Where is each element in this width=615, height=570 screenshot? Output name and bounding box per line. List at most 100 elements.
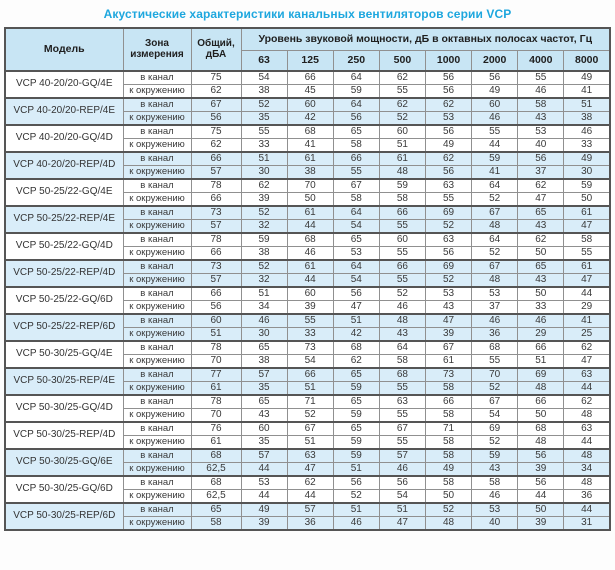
band-value: 55 <box>378 435 427 450</box>
band-value: 44 <box>471 138 519 153</box>
band-value: 56 <box>424 124 473 139</box>
column-header-octave-bands: Уровень звуковой мощности, дБ в октавных… <box>240 27 611 51</box>
band-value: 51 <box>332 462 380 477</box>
zone-label: к окружению <box>122 300 192 315</box>
band-value: 64 <box>378 340 427 355</box>
band-value: 56 <box>424 70 473 85</box>
band-value: 47 <box>563 273 611 288</box>
band-value: 64 <box>332 205 380 220</box>
band-value: 32 <box>240 273 288 288</box>
band-value: 33 <box>240 138 288 153</box>
band-value: 52 <box>240 259 288 274</box>
total-dba-value: 70 <box>190 408 242 423</box>
total-dba-value: 77 <box>190 367 242 382</box>
band-value: 55 <box>471 124 519 139</box>
band-value: 47 <box>563 354 611 369</box>
total-dba-value: 70 <box>190 354 242 369</box>
total-dba-value: 57 <box>190 165 242 180</box>
band-value: 33 <box>517 300 565 315</box>
band-value: 51 <box>332 313 380 328</box>
band-value: 33 <box>563 138 611 153</box>
band-value: 60 <box>378 124 427 139</box>
band-value: 59 <box>332 448 380 463</box>
band-value: 48 <box>471 273 519 288</box>
band-value: 69 <box>424 259 473 274</box>
band-value: 62 <box>332 354 380 369</box>
band-value: 36 <box>471 327 519 342</box>
zone-label: в канал <box>122 151 192 166</box>
model-name: VCP 50-30/25-GQ/6D <box>4 475 124 504</box>
band-value: 60 <box>378 232 427 247</box>
band-value: 44 <box>286 219 334 234</box>
band-value: 58 <box>332 192 380 207</box>
band-value: 49 <box>471 84 519 99</box>
band-value: 57 <box>240 367 288 382</box>
band-value: 51 <box>286 435 334 450</box>
band-value: 48 <box>563 408 611 423</box>
band-value: 55 <box>517 70 565 85</box>
band-value: 52 <box>286 408 334 423</box>
table-row: VCP 40-20/20-GQ/4D в канал 75 55 68 65 60 56 55 5… <box>4 124 611 153</box>
table-header: Модель Зона измерения Общий, дБА Уровень… <box>4 27 611 72</box>
band-value: 63 <box>563 367 611 382</box>
band-value: 52 <box>378 111 427 126</box>
band-value: 48 <box>378 165 427 180</box>
band-value: 61 <box>286 151 334 166</box>
band-value: 56 <box>424 165 473 180</box>
model-name: VCP 50-25/22-GQ/4D <box>4 232 124 261</box>
band-value: 56 <box>517 448 565 463</box>
band-value: 52 <box>471 246 519 261</box>
total-dba-value: 78 <box>190 394 242 409</box>
band-value: 59 <box>240 232 288 247</box>
band-value: 55 <box>471 354 519 369</box>
zone-label: в канал <box>122 70 192 85</box>
column-header-total-dba: Общий, дБА <box>190 27 242 72</box>
band-value: 35 <box>240 435 288 450</box>
band-value: 52 <box>240 97 288 112</box>
band-value: 44 <box>563 502 611 517</box>
band-value: 41 <box>286 138 334 153</box>
band-value: 68 <box>286 124 334 139</box>
band-value: 64 <box>471 232 519 247</box>
band-value: 71 <box>286 394 334 409</box>
band-value: 30 <box>240 327 288 342</box>
table-row: к окружению 56 35 42 56 52 53 46 43 38 <box>5 111 611 126</box>
table-row: VCP 50-25/22-GQ/4D в канал 78 59 68 65 60 63 64 6… <box>4 232 611 261</box>
band-value: 46 <box>517 84 565 99</box>
band-value: 63 <box>286 448 334 463</box>
band-value: 63 <box>378 394 427 409</box>
band-value: 66 <box>517 394 565 409</box>
zone-label: в канал <box>122 421 192 436</box>
band-value: 46 <box>332 516 380 531</box>
freq-header-125: 125 <box>286 49 334 72</box>
band-value: 36 <box>563 489 611 504</box>
band-value: 58 <box>378 192 427 207</box>
total-dba-value: 73 <box>190 259 242 274</box>
band-value: 67 <box>424 340 473 355</box>
band-value: 57 <box>240 448 288 463</box>
freq-header-250: 250 <box>332 49 380 72</box>
table-row: к окружению 61 35 51 59 55 58 52 48 44 <box>5 381 611 396</box>
band-value: 53 <box>332 246 380 261</box>
total-dba-value: 76 <box>190 421 242 436</box>
band-value: 65 <box>332 394 380 409</box>
band-value: 44 <box>517 489 565 504</box>
column-header-zone: Зона измерения <box>122 27 192 72</box>
zone-label: в канал <box>122 97 192 112</box>
band-value: 56 <box>378 475 427 490</box>
band-value: 57 <box>286 502 334 517</box>
table-row: VCP 50-25/22-REP/4D в канал 73 52 61 64 66 69 67… <box>4 259 611 288</box>
table-row: VCP 50-30/25-GQ/4E в канал 78 65 73 68 64 67 68 6… <box>4 340 611 369</box>
zone-label: к окружению <box>122 192 192 207</box>
band-value: 46 <box>240 313 288 328</box>
band-value: 50 <box>517 286 565 301</box>
table-row: к окружению 61 35 51 59 55 58 52 48 44 <box>5 435 611 450</box>
band-value: 43 <box>517 219 565 234</box>
column-header-model: Модель <box>4 27 124 72</box>
band-value: 66 <box>424 394 473 409</box>
band-value: 30 <box>563 165 611 180</box>
band-value: 32 <box>240 219 288 234</box>
band-value: 51 <box>332 502 380 517</box>
band-value: 50 <box>517 408 565 423</box>
band-value: 38 <box>286 165 334 180</box>
